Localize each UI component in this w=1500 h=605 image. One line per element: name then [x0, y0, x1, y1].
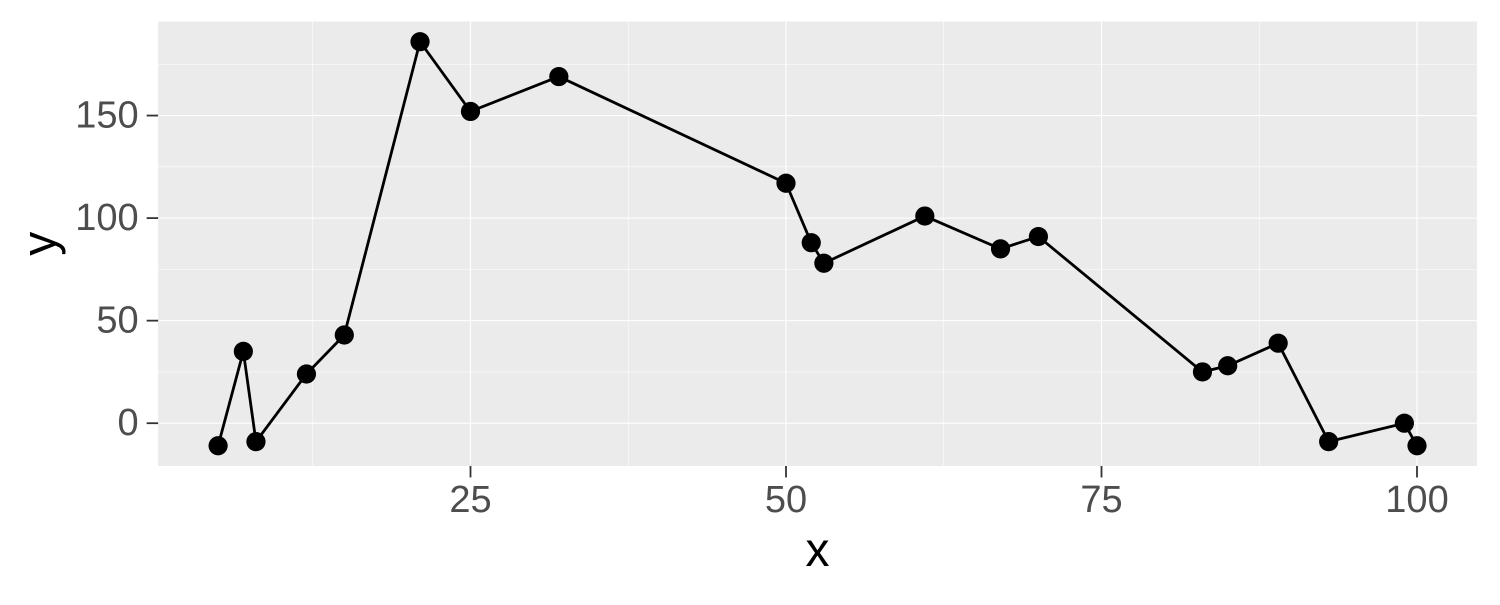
svg-text:x: x — [806, 524, 830, 577]
svg-text:25: 25 — [449, 479, 491, 521]
svg-text:75: 75 — [1080, 479, 1122, 521]
svg-text:y: y — [14, 232, 67, 256]
svg-text:100: 100 — [75, 197, 138, 239]
svg-text:100: 100 — [1385, 479, 1448, 521]
svg-text:50: 50 — [765, 479, 807, 521]
svg-text:50: 50 — [96, 300, 138, 342]
svg-text:0: 0 — [118, 402, 139, 444]
svg-text:150: 150 — [75, 95, 138, 137]
